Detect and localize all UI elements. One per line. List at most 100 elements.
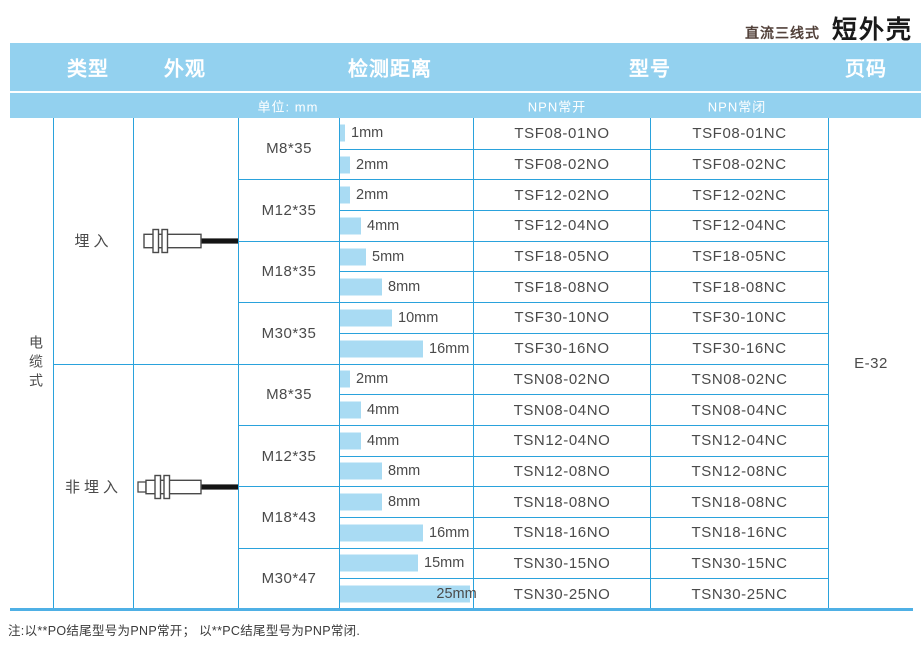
model-npn-closed-cell: TSN12-04NC (650, 424, 828, 456)
column-header-appearance: 外观 (164, 58, 206, 81)
distance-label: 1mm (351, 125, 384, 142)
distance-cell: 16mm (339, 332, 473, 364)
distance-bar (340, 370, 350, 388)
model-npn-open-cell: TSN18-16NO (473, 516, 650, 548)
distance-label: 2mm (356, 156, 389, 173)
unit-label: 单位: mm (257, 99, 319, 114)
distance-label: 4mm (367, 432, 400, 449)
distance-label: 4mm (367, 217, 400, 234)
model-npn-closed-cell: TSF08-02NC (650, 148, 828, 180)
distance-label: 8mm (388, 494, 421, 511)
distance-bar (340, 217, 361, 235)
model-npn-closed-cell: TSN18-08NC (650, 486, 828, 517)
distance-label: 8mm (388, 279, 421, 296)
type-cell: 埋入 (53, 118, 133, 364)
distance-bar (340, 309, 392, 327)
model-npn-open-cell: TSF12-04NO (473, 210, 650, 241)
model-npn-open-cell: TSN30-15NO (473, 547, 650, 579)
model-npn-closed-cell: TSN18-16NC (650, 516, 828, 548)
document-header: 直流三线式 短外壳 (0, 10, 913, 44)
model-npn-closed-cell: TSF08-01NC (650, 118, 828, 149)
column-header-page: 页码 (845, 58, 887, 81)
size-cell: M8*35 (238, 363, 339, 425)
model-npn-open-cell: TSF18-05NO (473, 240, 650, 272)
footnote: 注:以**PO结尾型号为PNP常开； 以**PC结尾型号为PNP常闭. (8, 624, 361, 638)
model-npn-closed-cell: TSN12-08NC (650, 455, 828, 487)
header-separator-line (10, 91, 921, 93)
appearance-cell (133, 118, 238, 364)
distance-bar (340, 156, 350, 174)
model-npn-closed-cell: TSF30-16NC (650, 332, 828, 364)
distance-cell: 8mm (339, 455, 473, 487)
model-npn-open-cell: TSF08-01NO (473, 118, 650, 149)
distance-label: 4mm (367, 402, 400, 419)
distance-cell: 4mm (339, 424, 473, 456)
distance-cell: 5mm (339, 240, 473, 272)
distance-cell: 4mm (339, 394, 473, 425)
model-npn-open-cell: TSF08-02NO (473, 148, 650, 180)
column-header-distance: 检测距离 (348, 58, 432, 81)
npn-open-label: NPN常开 (527, 99, 587, 114)
column-header-model: 型号 (629, 58, 671, 81)
distance-label: 5mm (372, 248, 405, 265)
model-npn-closed-cell: TSF30-10NC (650, 302, 828, 333)
distance-bar (340, 278, 382, 296)
distance-label: 10mm (398, 309, 439, 326)
model-npn-closed-cell: TSN30-15NC (650, 547, 828, 579)
sub-header-row: 单位: mm NPN常开 NPN常闭 (10, 93, 921, 118)
model-npn-closed-cell: TSN30-25NC (650, 578, 828, 609)
model-npn-open-cell: TSN30-25NO (473, 578, 650, 609)
distance-bar (340, 524, 423, 542)
size-cell: M18*43 (238, 486, 339, 548)
model-npn-open-cell: TSN08-04NO (473, 394, 650, 425)
distance-bar (340, 124, 345, 142)
distance-bar (340, 462, 382, 480)
model-npn-closed-cell: TSF12-02NC (650, 179, 828, 211)
distance-bar (340, 340, 423, 358)
appearance-cell (133, 363, 238, 609)
distance-bar (340, 493, 382, 511)
distance-cell: 8mm (339, 486, 473, 517)
size-cell: M18*35 (238, 240, 339, 303)
distance-cell: 25mm (339, 578, 477, 609)
page-code-cell: E-32 (828, 118, 913, 609)
distance-bar (340, 248, 366, 266)
size-cell: M12*35 (238, 179, 339, 241)
size-cell: M8*35 (238, 118, 339, 180)
distance-label: 15mm (424, 555, 465, 572)
distance-label: 2mm (356, 187, 389, 204)
model-npn-closed-cell: TSF18-05NC (650, 240, 828, 272)
model-npn-closed-cell: TSN08-02NC (650, 363, 828, 395)
column-header-type: 类型 (67, 58, 109, 81)
distance-bar (340, 401, 361, 419)
distance-cell: 10mm (339, 302, 473, 333)
table-header-band: 类型 外观 检测距离 型号 页码 单位: mm NPN常开 NPN常闭 (10, 43, 921, 118)
distance-cell: 1mm (339, 118, 473, 149)
cable-type-cell: 电缆式 (19, 118, 53, 609)
model-npn-closed-cell: TSN08-04NC (650, 394, 828, 425)
table-bottom-rule (10, 608, 913, 611)
distance-label: 2mm (356, 371, 389, 388)
model-npn-open-cell: TSN18-08NO (473, 486, 650, 517)
distance-bar (340, 186, 350, 204)
distance-cell: 2mm (339, 148, 473, 180)
page-title: 短外壳 (831, 16, 913, 44)
distance-cell: 4mm (339, 210, 473, 241)
model-npn-closed-cell: TSF18-08NC (650, 271, 828, 303)
distance-bar (340, 585, 470, 603)
distance-label: 8mm (388, 463, 421, 480)
size-cell: M12*35 (238, 424, 339, 487)
distance-bar (340, 554, 418, 572)
series-label: 直流三线式 (744, 25, 820, 41)
flush-sensor-cable-icon (143, 228, 238, 253)
model-npn-open-cell: TSN12-04NO (473, 424, 650, 456)
distance-cell: 2mm (339, 363, 473, 395)
model-npn-open-cell: TSN12-08NO (473, 455, 650, 487)
non-flush-sensor-cable-icon (137, 474, 238, 499)
model-npn-open-cell: TSF30-16NO (473, 332, 650, 364)
model-npn-open-cell: TSF12-02NO (473, 179, 650, 211)
model-npn-open-cell: TSF18-08NO (473, 271, 650, 303)
distance-label: 25mm (436, 586, 477, 603)
distance-label: 16mm (429, 524, 470, 541)
